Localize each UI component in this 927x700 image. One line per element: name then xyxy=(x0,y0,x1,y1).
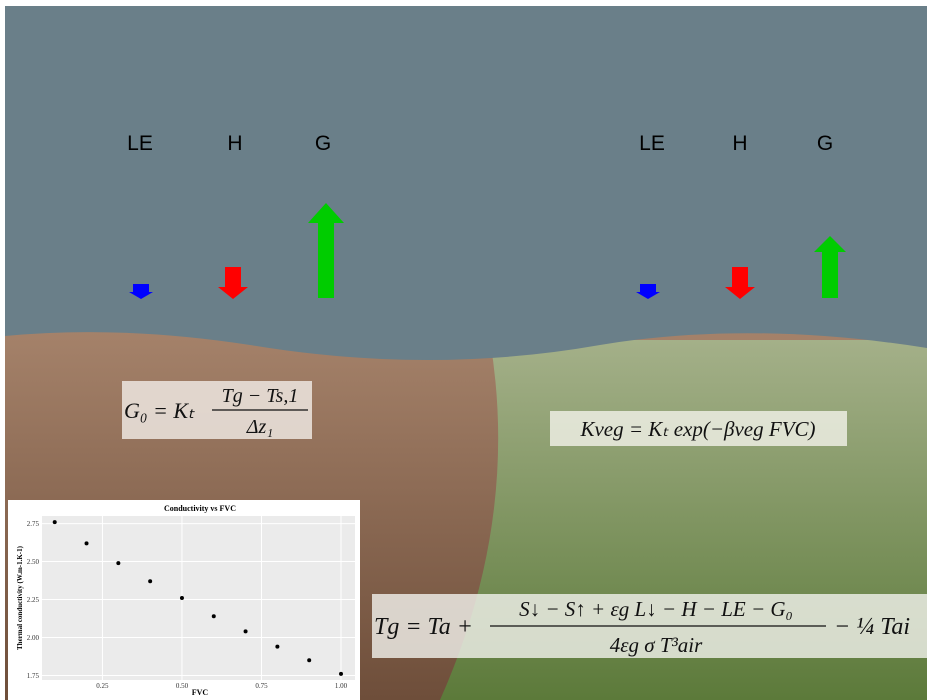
flux-label: H xyxy=(227,132,242,155)
formula-text: − ¼ Tai xyxy=(834,614,910,640)
formula-text: Tg − Ts,1 xyxy=(222,385,299,407)
y-axis-label: Thermal conductivity (W.m-1.K-1) xyxy=(16,545,24,650)
data-point xyxy=(53,520,57,524)
data-point xyxy=(148,579,152,583)
y-tick-label: 1.75 xyxy=(27,672,40,680)
x-tick-label: 1.00 xyxy=(335,682,348,690)
formula-text: Δz₁ xyxy=(246,416,273,438)
data-point xyxy=(85,541,89,545)
flux-label: H xyxy=(732,132,747,155)
flux-label: LE xyxy=(127,132,153,155)
chart-title: Conductivity vs FVC xyxy=(164,504,236,513)
y-tick-label: 2.50 xyxy=(27,558,40,566)
formula-text: S↓ − S↑ + εg L↓ − H − LE − G₀ xyxy=(519,597,793,621)
data-point xyxy=(244,629,248,633)
data-point xyxy=(307,658,311,662)
formula-text: Tg = Ta + xyxy=(374,614,473,640)
data-point xyxy=(116,561,120,565)
data-point xyxy=(212,614,216,618)
y-tick-label: 2.75 xyxy=(27,520,40,528)
scene: LE H G LE H G G₀ = Kₜ Tg − Ts,1 Δz₁ Kveg… xyxy=(0,0,927,700)
flux-label: LE xyxy=(639,132,665,155)
x-tick-label: 0.50 xyxy=(176,682,189,690)
formula-text: Kveg = Kₜ exp(−βveg FVC) xyxy=(579,417,815,441)
formula-text: 4εg σ T³air xyxy=(610,633,703,657)
data-point xyxy=(180,596,184,600)
data-point xyxy=(339,672,343,676)
y-tick-label: 2.25 xyxy=(27,596,40,604)
y-tick-label: 2.00 xyxy=(27,634,40,642)
sky xyxy=(5,6,927,360)
x-axis-label: FVC xyxy=(192,688,209,697)
data-point xyxy=(275,645,279,649)
plot-panel xyxy=(42,516,355,680)
x-tick-label: 0.75 xyxy=(255,682,268,690)
x-tick-label: 0.25 xyxy=(96,682,109,690)
formula-text: G₀ = Kₜ xyxy=(124,398,195,423)
flux-label: G xyxy=(315,132,331,155)
flux-label: G xyxy=(817,132,833,155)
scatter-chart: Conductivity vs FVC FVC Thermal conducti… xyxy=(8,500,360,700)
